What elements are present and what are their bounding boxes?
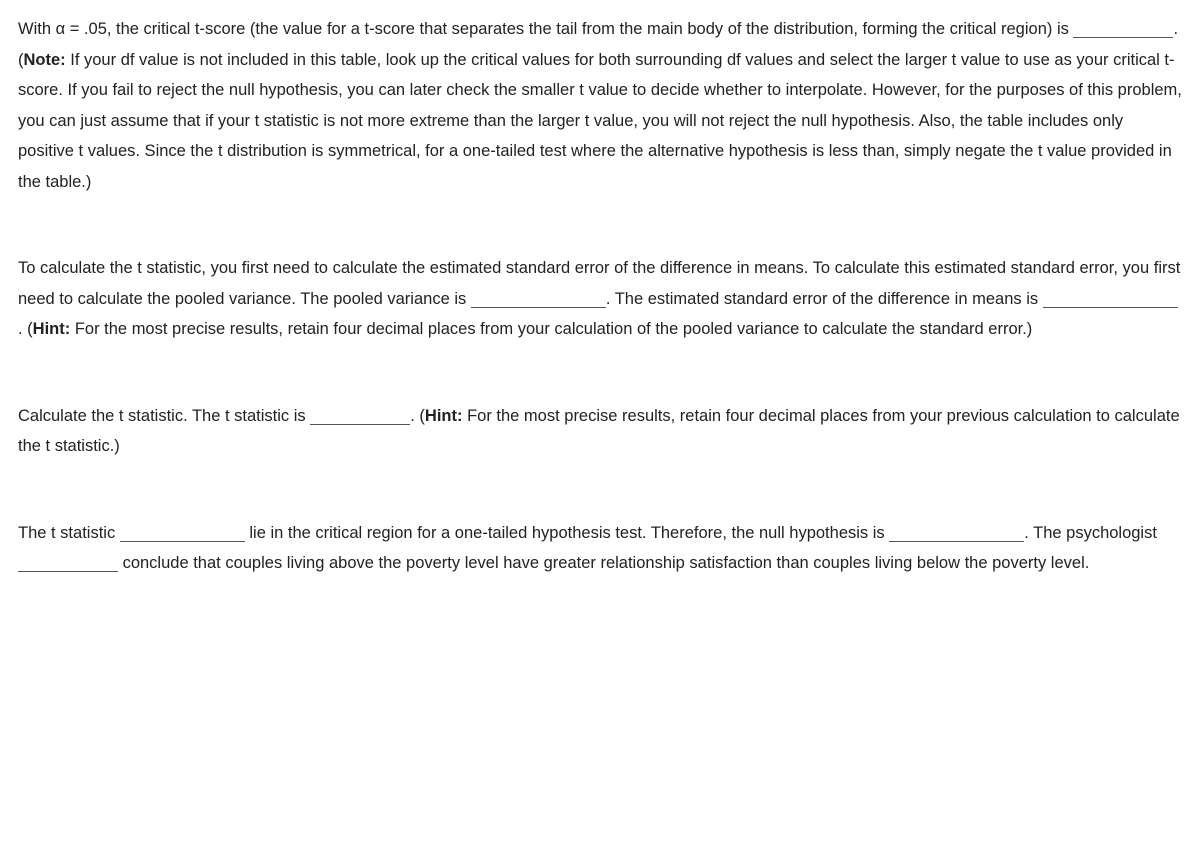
text-run: The t statistic [18,524,120,542]
fill-in-blank[interactable] [1073,20,1173,38]
text-run: If your df value is not included in this… [18,51,1182,191]
bold-text: Hint: [425,407,463,425]
paragraph: Calculate the t statistic. The t statist… [18,401,1182,462]
text-run: Calculate the t statistic. The t statist… [18,407,310,425]
paragraph: With α = .05, the critical t-score (the … [18,14,1182,197]
document-body: With α = .05, the critical t-score (the … [18,14,1182,579]
fill-in-blank[interactable] [889,524,1024,542]
text-run: lie in the critical region for a one-tai… [245,524,889,542]
text-run: conclude that couples living above the p… [118,554,1089,572]
fill-in-blank[interactable] [1043,289,1178,307]
bold-text: Hint: [33,320,71,338]
text-run: For the most precise results, retain fou… [70,320,1032,338]
text-run: With α = .05, the critical t-score (the … [18,20,1073,38]
text-run: . ( [18,320,33,338]
fill-in-blank[interactable] [120,524,245,542]
paragraph: The t statistic lie in the critical regi… [18,518,1182,579]
fill-in-blank[interactable] [471,289,606,307]
fill-in-blank[interactable] [310,407,410,425]
bold-text: Note: [24,51,66,69]
fill-in-blank[interactable] [18,554,118,572]
text-run: . The psychologist [1024,524,1157,542]
paragraph: To calculate the t statistic, you first … [18,253,1182,345]
text-run: . ( [410,407,425,425]
text-run: . The estimated standard error of the di… [606,290,1043,308]
